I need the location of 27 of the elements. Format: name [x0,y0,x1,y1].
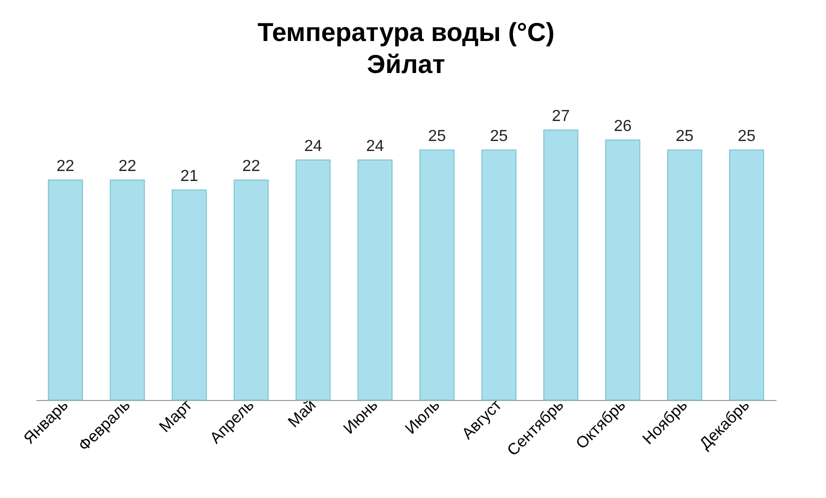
data-label: 25 [428,128,446,145]
bar [419,150,454,400]
data-label: 26 [614,118,632,135]
data-label: 22 [242,158,260,175]
data-label: 24 [304,138,322,155]
bar [358,160,393,400]
bar [729,150,764,400]
data-label: 25 [490,128,508,145]
chart-subtitle: Эйлат [366,49,446,79]
data-label: 25 [738,128,756,145]
chart-title: Температура воды (°C) [257,17,555,47]
bar [296,160,331,400]
bar [605,140,640,400]
bar [234,180,269,400]
data-label: 27 [552,108,570,125]
bar [543,130,578,400]
data-label: 25 [676,128,694,145]
bar [481,150,516,400]
data-label: 21 [180,168,198,185]
data-label: 22 [56,158,74,175]
bar [110,180,145,400]
data-label: 24 [366,138,384,155]
bar [667,150,702,400]
bar [172,190,207,400]
x-tick-label: Май [285,396,320,432]
data-label: 22 [118,158,136,175]
bar [48,180,83,400]
